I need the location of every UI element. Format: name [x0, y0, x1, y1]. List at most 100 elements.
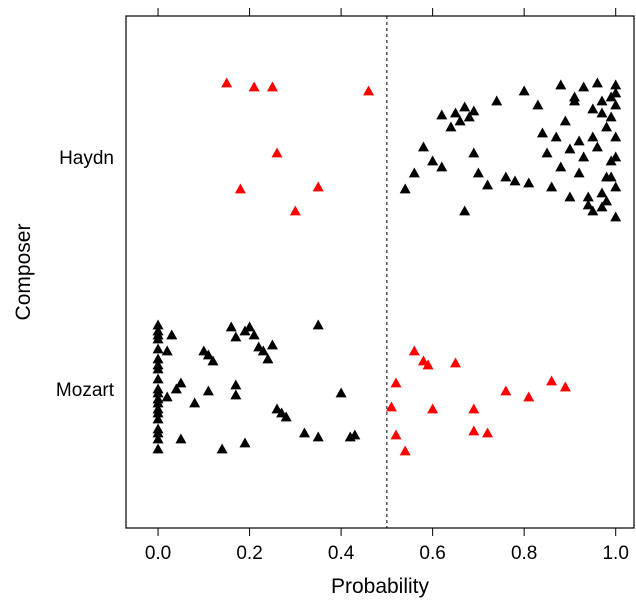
data-point [436, 109, 448, 120]
data-point [450, 357, 462, 368]
data-point [427, 155, 439, 166]
data-point [166, 329, 178, 340]
data-point [271, 147, 283, 158]
data-point [207, 355, 219, 366]
data-point [523, 391, 535, 402]
data-point [459, 101, 471, 112]
data-point [289, 205, 301, 216]
data-point [610, 211, 622, 222]
data-point [582, 191, 594, 202]
data-point [546, 375, 558, 386]
data-point [230, 379, 242, 390]
data-point [582, 199, 594, 210]
data-point [408, 345, 420, 356]
y-category-label: Mozart [56, 380, 115, 401]
data-point [463, 111, 475, 122]
data-point [225, 321, 237, 332]
data-point [532, 99, 544, 110]
x-tick-label: 0.8 [511, 543, 537, 564]
data-point [152, 329, 164, 340]
data-point [239, 437, 251, 448]
data-point [578, 81, 590, 92]
data-point [482, 427, 494, 438]
data-point [500, 385, 512, 396]
data-point [189, 397, 201, 408]
data-point [248, 81, 260, 92]
data-point [587, 131, 599, 142]
data-point [399, 445, 411, 456]
data-point [546, 181, 558, 192]
data-point [550, 131, 562, 142]
data-point [152, 397, 164, 408]
y-category-label: Haydn [59, 148, 114, 169]
data-points [152, 77, 622, 456]
data-point [248, 329, 260, 340]
data-point [408, 167, 420, 178]
data-point [596, 95, 608, 106]
y-axis: Haydn Mozart [56, 148, 115, 401]
data-point [559, 115, 571, 126]
data-point [312, 319, 324, 330]
data-point [298, 427, 310, 438]
data-point [450, 107, 462, 118]
data-point [509, 175, 521, 186]
data-point [280, 411, 292, 422]
data-point [591, 141, 603, 152]
data-point [175, 377, 187, 388]
data-point [610, 131, 622, 142]
data-point [459, 205, 471, 216]
data-point [596, 187, 608, 198]
data-point [202, 385, 214, 396]
data-point [591, 77, 603, 88]
data-point [564, 191, 576, 202]
data-point [555, 79, 567, 90]
x-tick-label: 0.6 [419, 543, 445, 564]
data-point [518, 85, 530, 96]
data-point [335, 387, 347, 398]
data-point [312, 181, 324, 192]
data-point [610, 181, 622, 192]
data-point [445, 121, 457, 132]
data-point [175, 433, 187, 444]
data-point [555, 161, 567, 172]
data-point [234, 183, 246, 194]
data-point [523, 177, 535, 188]
data-point [170, 383, 182, 394]
data-point [399, 183, 411, 194]
x-tick-label: 0.4 [328, 543, 355, 564]
data-point [482, 179, 494, 190]
data-point [390, 377, 402, 388]
data-point [491, 95, 503, 106]
data-point [596, 107, 608, 118]
data-point [610, 87, 622, 98]
data-point [349, 429, 361, 440]
data-point [152, 407, 164, 418]
data-point [500, 171, 512, 182]
data-point [468, 105, 480, 116]
data-point [152, 343, 164, 354]
data-point [610, 79, 622, 90]
data-point [573, 135, 585, 146]
data-point [216, 443, 228, 454]
data-point [312, 431, 324, 442]
x-tick-label: 1.0 [602, 543, 628, 564]
data-point [468, 403, 480, 414]
data-point [468, 147, 480, 158]
data-point [578, 151, 590, 162]
data-point [230, 389, 242, 400]
data-point [161, 391, 173, 402]
data-point [266, 339, 278, 350]
data-point [605, 111, 617, 122]
data-point [221, 77, 233, 88]
data-point [230, 331, 242, 342]
data-point [573, 167, 585, 178]
x-tick-label: 0.2 [236, 543, 262, 564]
data-point [152, 359, 164, 370]
data-point [541, 147, 553, 158]
data-point [152, 413, 164, 424]
data-point [385, 401, 397, 412]
data-point [152, 373, 164, 384]
data-point [152, 433, 164, 444]
data-point [596, 201, 608, 212]
